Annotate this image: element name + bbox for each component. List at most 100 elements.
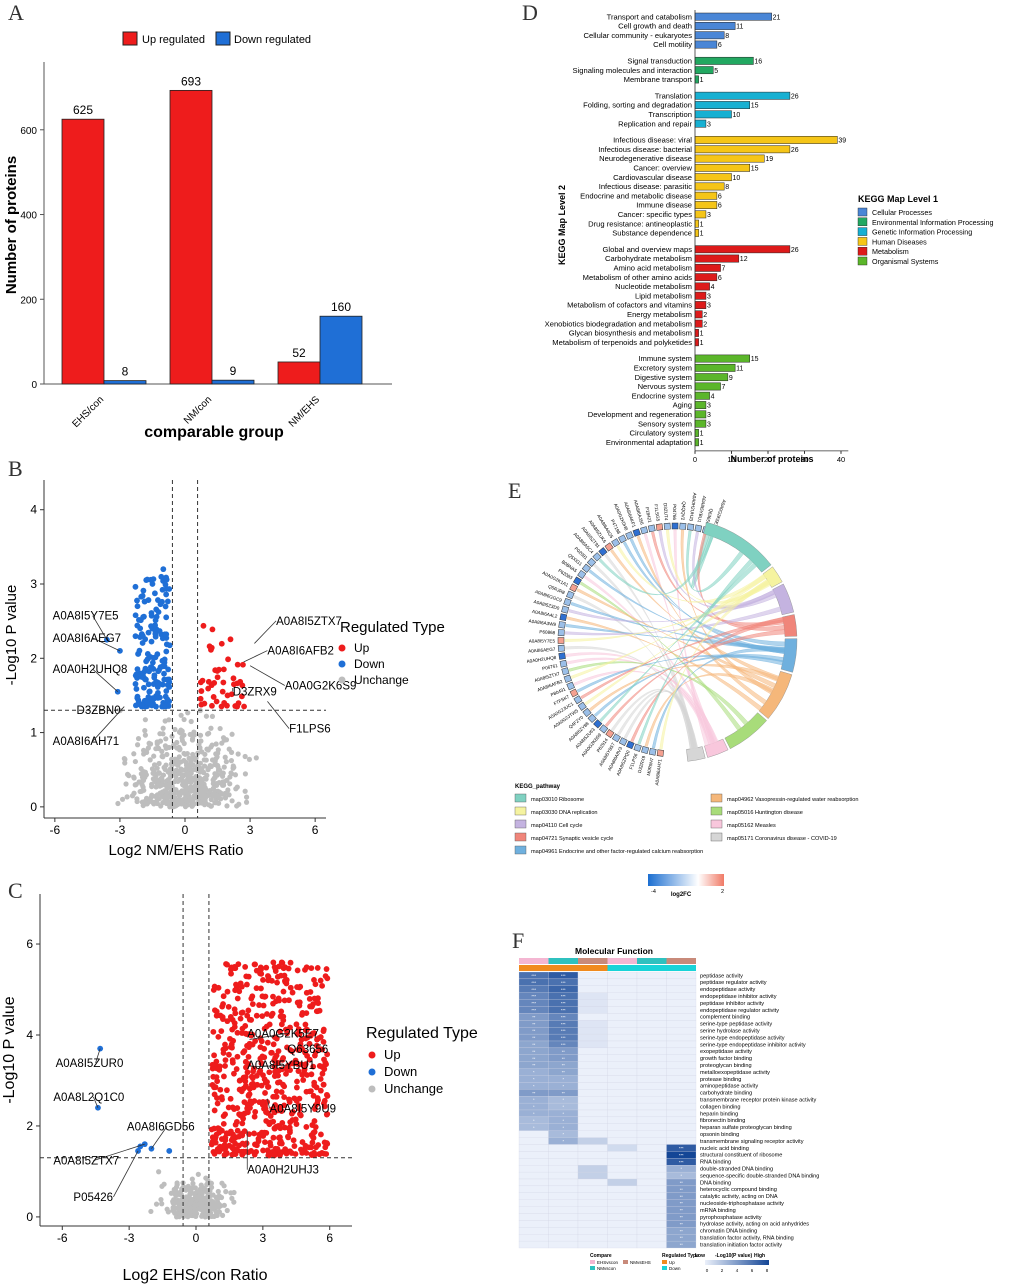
gene-label: M0R9H7 <box>646 757 655 776</box>
point-up <box>198 688 205 694</box>
heatmap-cell <box>577 1240 608 1249</box>
kegg-bar <box>694 66 714 75</box>
legend-label: Genetic Information Processing <box>872 228 972 237</box>
point-up <box>242 1058 249 1065</box>
gene-fc-box <box>577 569 587 580</box>
point-up <box>259 993 266 1000</box>
point-up <box>211 1091 218 1098</box>
legend-dot <box>338 660 346 668</box>
point-up <box>296 1095 303 1102</box>
point-down <box>134 666 141 673</box>
kegg-bar <box>694 382 721 391</box>
point-unchanged <box>246 756 253 763</box>
significance-mark: * <box>533 1118 535 1123</box>
point-unchanged <box>188 718 194 725</box>
point-up <box>312 1124 319 1130</box>
gene-label: F1LPS6 <box>628 752 638 770</box>
category-label: Sensory system <box>638 419 692 428</box>
point-up <box>275 1123 282 1129</box>
point-up <box>278 1108 285 1114</box>
heatmap-cell <box>577 1185 608 1193</box>
point-unchanged <box>209 713 216 719</box>
heatmap-cell <box>636 992 667 1000</box>
point-unchanged <box>242 788 248 794</box>
kegg-bar <box>694 75 699 84</box>
point-up <box>241 703 247 710</box>
category-label: Excretory system <box>634 364 692 373</box>
point-down <box>145 629 152 636</box>
x-tick-label: 3 <box>247 823 254 837</box>
point-up <box>294 967 301 974</box>
point-up <box>227 636 234 643</box>
y-tick-label: 0 <box>26 1210 33 1224</box>
significance-mark: *** <box>531 994 536 999</box>
colorbar-min: -4 <box>651 889 656 895</box>
point-unchanged <box>210 780 217 786</box>
pathway-legend-label: map05016 Huntington disease <box>727 810 803 816</box>
legend-dot <box>368 1051 376 1059</box>
chord-ribbon <box>630 617 784 742</box>
bar-value-label: 9 <box>729 375 733 382</box>
point-up <box>321 1056 327 1063</box>
bar-value-label: 3 <box>707 121 711 128</box>
type-legend-swatch <box>662 1260 667 1264</box>
heatmap-cell <box>577 1123 608 1131</box>
point-up <box>208 1141 215 1148</box>
row-label: DNA binding <box>700 1180 731 1186</box>
point-unchanged <box>179 767 185 773</box>
gene-label: P60868 <box>539 629 556 635</box>
point-unchanged <box>203 713 210 719</box>
volcano-plot-c: -6 -3 0 3 6 0 2 4 6 A0A8I5ZUR0 A0A8L2Q1C0 A0A8I6GD5… <box>1 894 478 1284</box>
bar-value-label: 10 <box>733 175 741 182</box>
row-label: heparan sulfate proteoglycan binding <box>700 1125 792 1131</box>
point-up <box>307 989 314 995</box>
heatmap-cell <box>636 1027 667 1035</box>
bar-value-label: 4 <box>711 284 715 291</box>
point-up <box>229 1026 236 1033</box>
y-axis-title: -Log10 P value <box>1 996 18 1103</box>
heatmap-cell <box>636 1220 667 1228</box>
point-unchanged <box>181 740 187 747</box>
row-label: RNA binding <box>700 1160 731 1166</box>
significance-mark: *** <box>679 1152 684 1157</box>
protein-label: A0A8I6AH71 <box>53 736 120 748</box>
heatmap-cell <box>548 1240 579 1249</box>
bar-value-label: 1 <box>700 440 704 447</box>
chord-diagram-e: A0A0G2K5E7Q63656A0A8I5YBU1A0A0H2UHJ3Q4QQ… <box>514 492 858 898</box>
category-label: Energy metabolism <box>627 310 692 319</box>
point-unchanged <box>229 731 235 737</box>
bar-value-label: 1 <box>700 77 704 84</box>
legend-title: KEGG Map Level 1 <box>858 194 938 204</box>
point-unchanged <box>185 786 191 792</box>
point-up <box>271 1151 278 1158</box>
significance-mark: ** <box>532 1063 536 1068</box>
y-tick-label: 2 <box>26 1119 33 1133</box>
point-unchanged <box>197 799 203 805</box>
point-unchanged <box>189 1196 195 1203</box>
heatmap-cell <box>518 1137 549 1145</box>
pathway-sector <box>772 583 794 616</box>
heatmap-title: Molecular Function <box>575 946 653 956</box>
significance-mark: * <box>533 1077 535 1082</box>
point-up <box>259 1101 266 1108</box>
point-unchanged <box>224 803 230 809</box>
significance-mark: * <box>533 1083 535 1088</box>
gene-fc-box <box>655 523 664 531</box>
point-unchanged <box>218 1203 224 1209</box>
type-legend-swatch <box>662 1266 667 1270</box>
bar-value-label: 8 <box>725 184 729 191</box>
category-label: Immune system <box>638 354 692 363</box>
point-unchanged <box>189 1176 195 1182</box>
point-up <box>240 661 246 668</box>
x-axis-title: Number of proteins <box>730 454 813 464</box>
kegg-bar <box>694 410 707 419</box>
x-tick-label: NM/EHS <box>287 394 323 430</box>
legend-title: Regulated Type <box>366 1025 478 1042</box>
compare-legend-title: Compare <box>590 1253 612 1259</box>
point-unchanged <box>214 762 221 769</box>
point-unchanged <box>177 1207 183 1213</box>
point-up <box>286 997 292 1004</box>
point-up <box>308 1071 315 1078</box>
point-unchanged <box>176 754 182 760</box>
point-up <box>317 1087 324 1094</box>
